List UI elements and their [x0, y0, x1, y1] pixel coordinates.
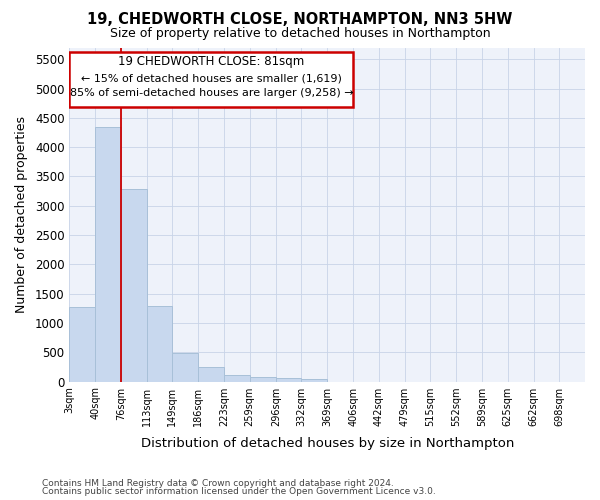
Text: 19, CHEDWORTH CLOSE, NORTHAMPTON, NN3 5HW: 19, CHEDWORTH CLOSE, NORTHAMPTON, NN3 5H… — [88, 12, 512, 28]
Bar — [70, 307, 95, 382]
Text: 85% of semi-detached houses are larger (9,258) →: 85% of semi-detached houses are larger (… — [70, 88, 353, 99]
Bar — [147, 306, 172, 382]
Bar — [301, 378, 327, 382]
Bar — [250, 377, 276, 382]
Text: Contains public sector information licensed under the Open Government Licence v3: Contains public sector information licen… — [42, 487, 436, 496]
Text: 19 CHEDWORTH CLOSE: 81sqm: 19 CHEDWORTH CLOSE: 81sqm — [118, 55, 304, 68]
X-axis label: Distribution of detached houses by size in Northampton: Distribution of detached houses by size … — [140, 437, 514, 450]
Bar — [172, 353, 199, 382]
Text: ← 15% of detached houses are smaller (1,619): ← 15% of detached houses are smaller (1,… — [81, 73, 342, 83]
Bar — [224, 375, 250, 382]
Text: Size of property relative to detached houses in Northampton: Size of property relative to detached ho… — [110, 28, 490, 40]
Bar — [276, 378, 301, 382]
Bar — [70, 52, 353, 108]
Bar — [121, 188, 147, 382]
Text: Contains HM Land Registry data © Crown copyright and database right 2024.: Contains HM Land Registry data © Crown c… — [42, 478, 394, 488]
Y-axis label: Number of detached properties: Number of detached properties — [15, 116, 28, 313]
Bar — [199, 368, 224, 382]
Bar — [95, 126, 121, 382]
